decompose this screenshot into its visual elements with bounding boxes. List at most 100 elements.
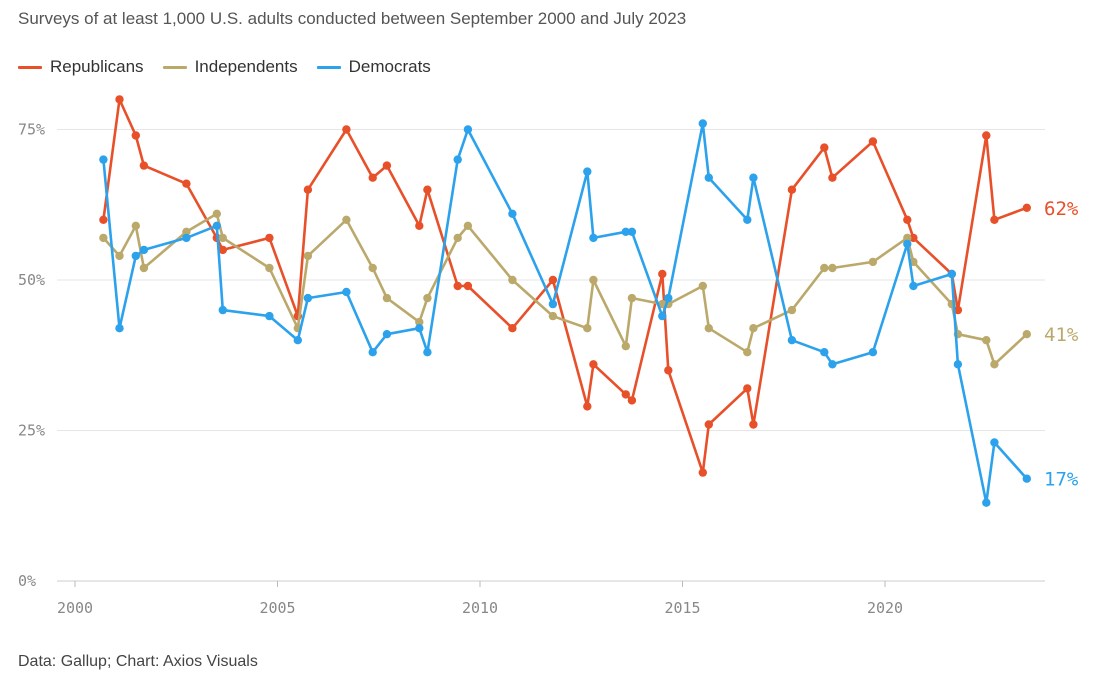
data-point-republicans	[139, 161, 149, 170]
legend-label: Republicans	[50, 57, 144, 76]
data-point-democrats	[658, 311, 667, 321]
data-point-independents	[627, 293, 637, 303]
data-point-republicans	[508, 324, 517, 333]
data-point-democrats	[828, 360, 837, 369]
data-point-democrats	[463, 125, 473, 134]
data-point-republicans	[787, 185, 797, 194]
data-point-democrats	[820, 348, 829, 357]
data-point-democrats	[303, 293, 313, 303]
data-point-republicans	[423, 185, 432, 194]
data-point-republicans	[704, 420, 713, 429]
series-democrats	[99, 119, 1031, 507]
series-line-republicans	[102, 98, 1029, 474]
data-point-independents	[218, 233, 227, 243]
data-point-democrats	[131, 251, 140, 261]
source-note: Data: Gallup; Chart: Axios Visuals	[18, 653, 258, 670]
legend-swatch	[316, 65, 341, 69]
gridlines: 0% 25% 50% 75%	[18, 121, 1045, 590]
series-group	[99, 95, 1031, 507]
data-point-republicans	[453, 281, 462, 291]
data-point-republicans	[627, 396, 637, 405]
data-point-democrats	[868, 348, 878, 357]
data-point-republicans	[265, 233, 274, 243]
data-point-democrats	[953, 360, 963, 369]
data-point-republicans	[1022, 203, 1031, 212]
y-tick-label: 25%	[18, 422, 45, 440]
data-point-independents	[1022, 330, 1031, 339]
legend-swatch	[162, 65, 187, 69]
x-axis: 2000 2005 2010 2015 2020	[57, 581, 903, 617]
data-point-independents	[621, 342, 630, 351]
data-point-democrats	[99, 155, 108, 164]
data-point-democrats	[293, 336, 302, 345]
y-tick-label: 0%	[18, 572, 36, 590]
data-point-republicans	[131, 131, 140, 140]
data-point-republicans	[820, 143, 829, 152]
data-point-independents	[589, 275, 598, 285]
data-point-republicans	[99, 215, 108, 224]
x-tick-label: 2020	[867, 599, 903, 617]
data-point-independents	[303, 251, 313, 261]
data-point-republicans	[743, 384, 752, 393]
data-point-democrats	[947, 269, 956, 279]
data-point-republicans	[698, 468, 707, 477]
data-point-democrats	[589, 233, 598, 243]
data-point-independents	[820, 263, 829, 273]
data-point-independents	[508, 275, 517, 285]
data-point-democrats	[1022, 474, 1031, 483]
data-point-republicans	[828, 173, 837, 182]
data-point-independents	[548, 311, 558, 321]
data-point-independents	[749, 324, 758, 333]
end-label-independents: 41%	[1044, 324, 1079, 346]
legend-item-democrats: Democrats	[316, 57, 431, 77]
data-point-republicans	[382, 161, 392, 170]
data-point-independents	[453, 233, 462, 243]
data-point-democrats	[749, 173, 758, 182]
data-point-republicans	[368, 173, 377, 182]
data-point-democrats	[368, 348, 377, 357]
data-point-democrats	[453, 155, 462, 164]
data-point-independents	[415, 317, 424, 327]
data-point-independents	[704, 324, 713, 333]
data-point-independents	[698, 281, 707, 291]
data-point-democrats	[115, 324, 124, 333]
data-point-independents	[182, 227, 191, 236]
data-point-independents	[868, 257, 878, 267]
data-point-republicans	[115, 95, 124, 104]
data-point-independents	[982, 336, 991, 345]
data-point-independents	[139, 263, 149, 273]
data-point-democrats	[583, 167, 592, 176]
end-label-republicans: 62%	[1044, 198, 1079, 220]
data-point-democrats	[342, 287, 351, 297]
data-point-democrats	[698, 119, 707, 128]
data-point-democrats	[909, 281, 918, 291]
data-point-democrats	[212, 221, 221, 230]
data-point-republicans	[463, 281, 473, 291]
data-point-democrats	[704, 173, 713, 182]
data-point-independents	[423, 293, 432, 303]
series-republicans	[99, 95, 1031, 477]
data-point-democrats	[139, 245, 149, 255]
series-line-independents	[102, 212, 1029, 366]
data-point-democrats	[903, 239, 912, 249]
data-point-independents	[131, 221, 140, 230]
y-tick-label: 75%	[18, 121, 45, 139]
data-point-democrats	[218, 305, 227, 315]
data-point-democrats	[787, 336, 797, 345]
data-point-independents	[342, 215, 351, 224]
legend-swatch	[18, 65, 42, 69]
data-point-independents	[583, 324, 592, 333]
data-point-republicans	[658, 269, 667, 279]
data-point-independents	[990, 360, 999, 369]
data-point-republicans	[909, 233, 918, 243]
data-point-republicans	[990, 215, 999, 224]
data-point-independents	[382, 293, 392, 303]
data-point-republicans	[903, 215, 912, 224]
legend-label: Democrats	[348, 57, 431, 76]
data-point-democrats	[627, 227, 637, 236]
data-point-democrats	[423, 348, 432, 357]
x-tick-label: 2005	[259, 599, 295, 617]
data-point-democrats	[982, 498, 991, 507]
data-point-independents	[99, 233, 108, 243]
